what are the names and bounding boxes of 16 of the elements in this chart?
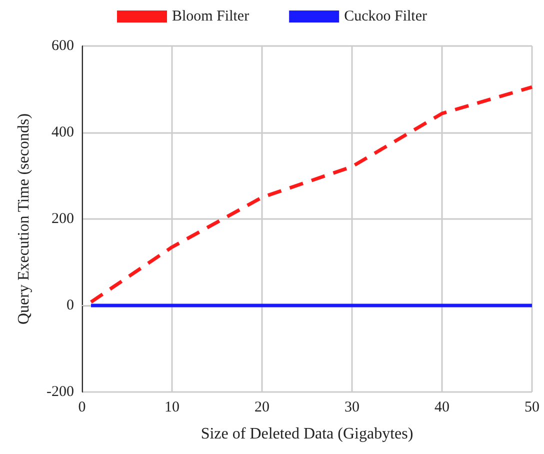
y-tick-label: 200 [52,211,74,227]
x-tick-label: 30 [344,400,360,416]
y-tick-label: 400 [52,124,74,140]
x-axis-title: Size of Deleted Data (Gigabytes) [200,426,414,442]
y-axis-title: Query Execution Time (seconds) [16,113,32,325]
x-tick-label: 0 [78,400,86,416]
x-tick-label: 40 [434,400,450,416]
legend-label: Bloom Filter [172,8,250,24]
x-tick-label: 10 [164,400,180,416]
x-tick-label: 50 [524,400,540,416]
line-series [89,85,534,304]
legend-label: Cuckoo Filter [344,8,428,24]
y-tick-label: 600 [52,38,74,54]
y-tick-label: -200 [46,384,74,400]
y-tick-label: 0 [66,298,74,314]
x-tick-label: 20 [254,400,270,416]
